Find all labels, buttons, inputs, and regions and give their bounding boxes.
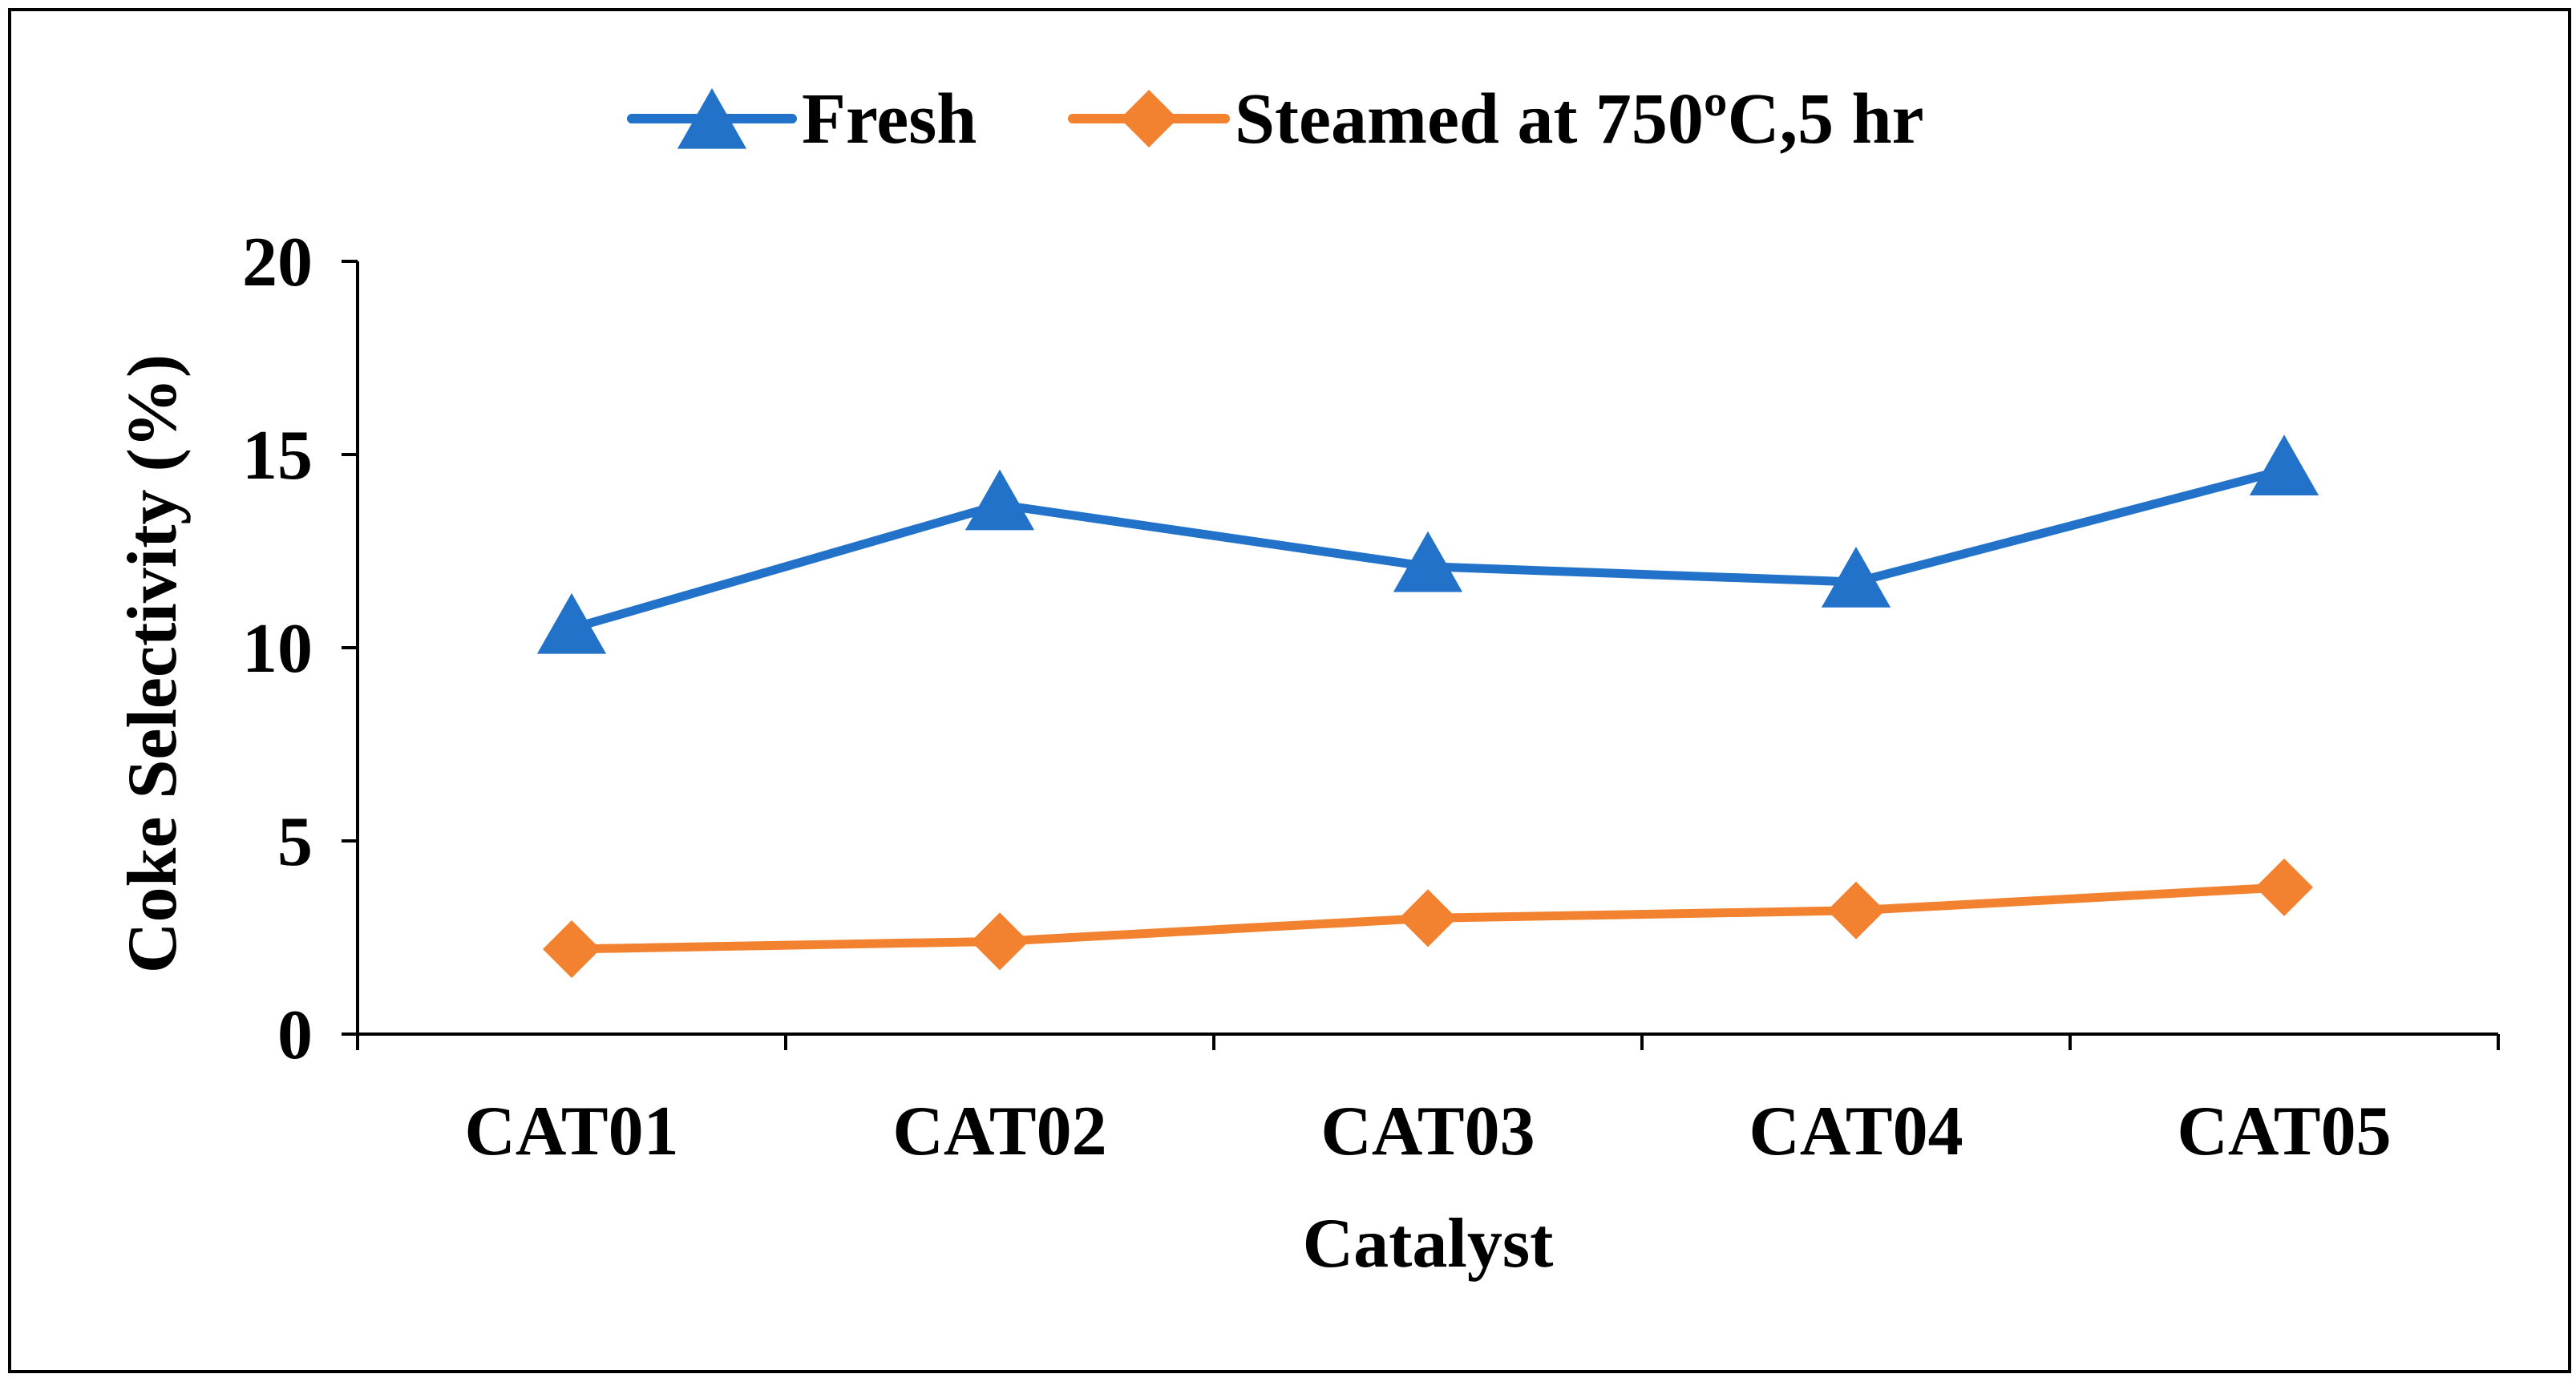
data-point (1821, 547, 1891, 608)
y-tick-label: 5 (277, 803, 313, 881)
data-point (543, 919, 601, 978)
y-tick-label: 20 (242, 224, 313, 301)
y-axis-title: Coke Selectivity (%) (114, 354, 192, 973)
axes: 0 5 10 15 20 CAT01 CAT02 CAT03 CAT04 CAT05 (242, 224, 2500, 1170)
data-point (1393, 531, 1463, 592)
legend-marker (1120, 90, 1178, 147)
y-tick-label: 0 (277, 996, 313, 1074)
x-tick-label: CAT05 (2177, 1093, 2391, 1170)
data-point (1827, 881, 1885, 940)
x-tick-label: CAT04 (1749, 1093, 1963, 1170)
legend-label: Fresh (802, 79, 977, 159)
data-point (2249, 434, 2319, 495)
line-chart: Fresh Steamed at 750ºC,5 hr 0 5 10 15 20 CAT01… (114, 79, 2500, 1283)
data-point (971, 912, 1029, 971)
data-point (536, 592, 607, 654)
data-point (2255, 858, 2313, 916)
x-axis-title: Catalyst (1303, 1205, 1554, 1283)
series-fresh (536, 434, 2319, 654)
legend-label: Steamed at 750ºC,5 hr (1235, 79, 1924, 159)
legend: Fresh Steamed at 750ºC,5 hr (627, 79, 1924, 159)
y-tick-label: 10 (242, 610, 313, 688)
y-tick-label: 15 (242, 417, 313, 495)
series-layer (536, 434, 2319, 978)
legend-item-steamed: Steamed at 750ºC,5 hr (1068, 79, 1924, 159)
legend-marker (677, 88, 747, 149)
x-tick-label: CAT01 (464, 1093, 678, 1170)
data-point (964, 469, 1035, 531)
series-steamed (543, 858, 2313, 978)
legend-item-fresh: Fresh (627, 79, 977, 159)
chart-frame: Fresh Steamed at 750ºC,5 hr 0 5 10 15 20 CAT01… (8, 8, 2571, 1373)
x-tick-label: CAT03 (1320, 1093, 1535, 1170)
data-point (1399, 889, 1457, 948)
x-tick-label: CAT02 (892, 1093, 1106, 1170)
